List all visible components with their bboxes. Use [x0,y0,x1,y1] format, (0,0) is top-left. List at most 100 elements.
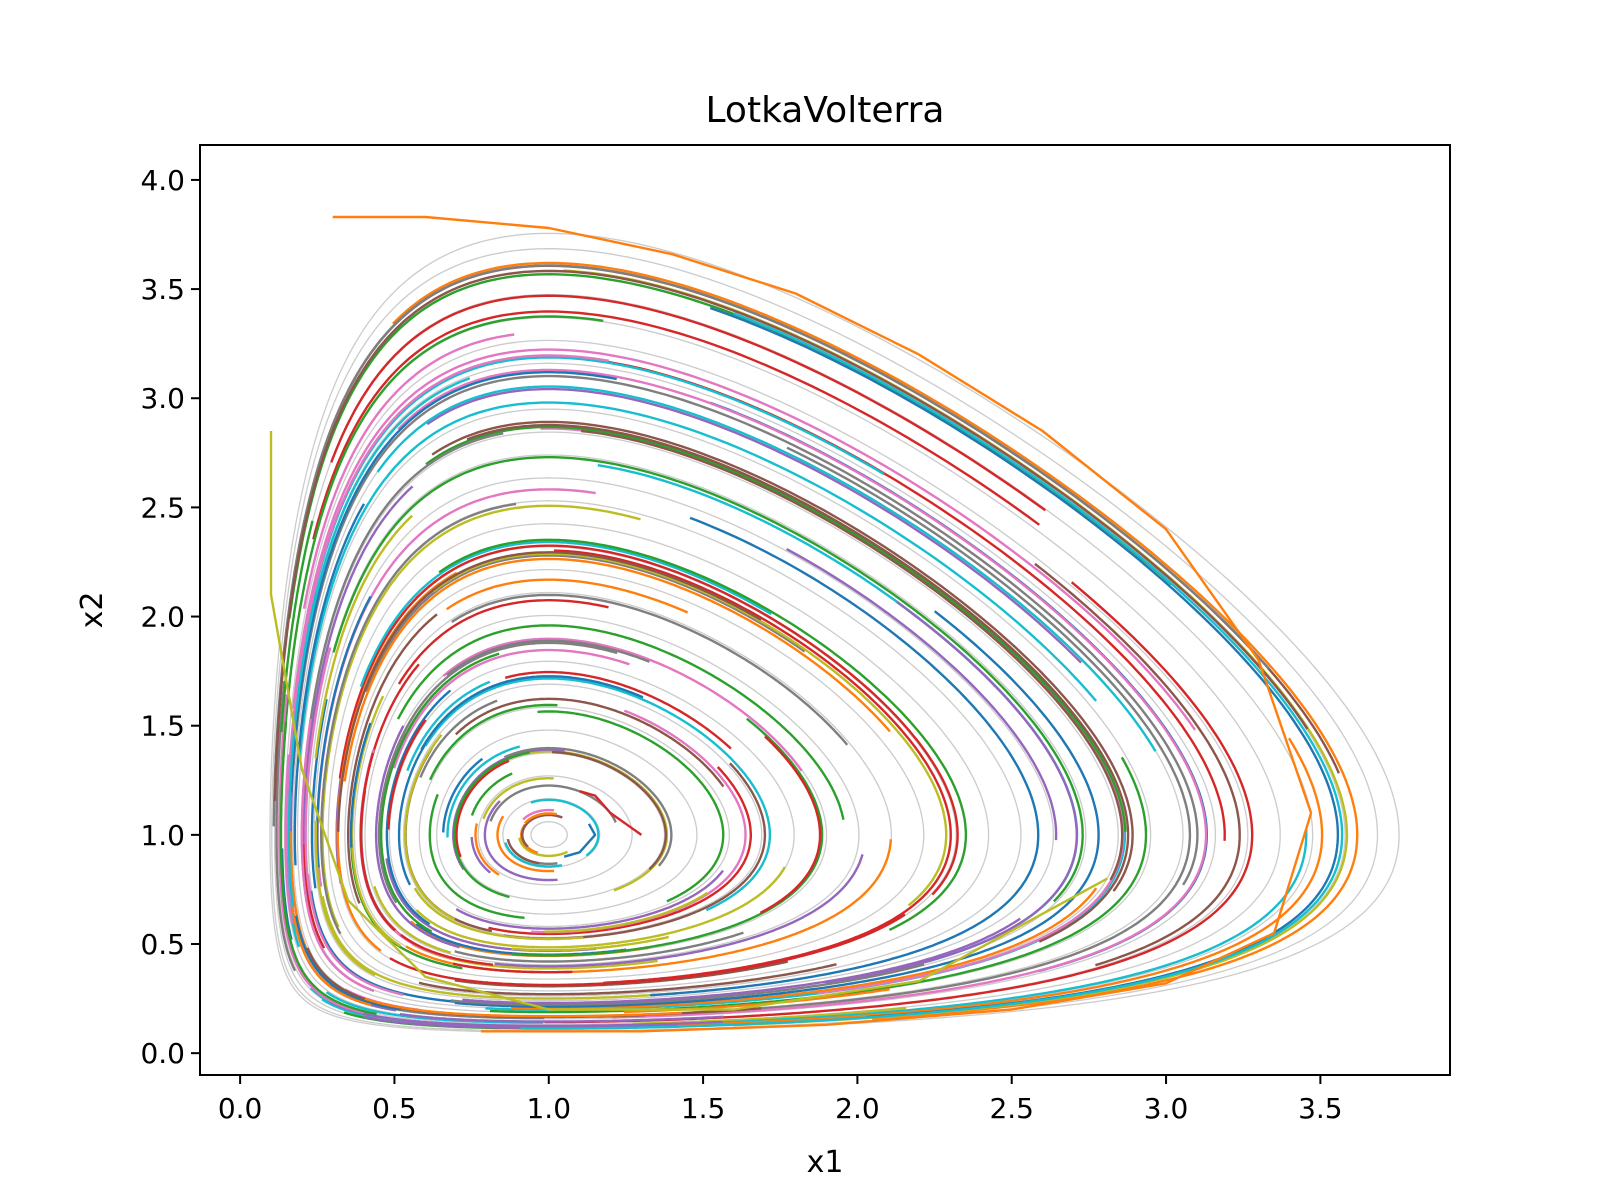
background-orbit [327,523,990,992]
trajectory-segment [343,557,891,782]
trajectory-segment [312,310,1041,540]
trajectory-segment [488,766,752,936]
background-orbit [313,477,1055,1002]
trajectory-segments [272,261,1359,1030]
series-lines [269,215,1313,1033]
trajectory-segment [496,815,555,873]
trajectory-segment [520,312,1344,1030]
background-orbit [344,568,925,980]
trajectory-segment [455,869,724,930]
y-tick-label: 0.0 [140,1037,185,1070]
trajectory-segment [279,721,377,1016]
trajectory-segment [450,963,925,1006]
trajectory-segment [482,777,554,820]
y-tick-label: 4.0 [140,164,185,197]
chart-title: LotkaVolterra [706,90,945,131]
background-orbit [418,706,730,928]
trajectory-segment [359,752,396,932]
y-tick-label: 2.0 [140,601,185,634]
trajectory-segment [446,639,650,677]
y-axis-ticks: 0.0 0.5 1.0 1.5 2.0 2.5 3.0 3.5 4.0 [140,164,200,1070]
trajectory-segment [453,751,530,899]
trajectory-segment [786,547,1058,841]
trajectory-segment [544,891,708,933]
series-line [579,790,643,836]
trajectory-segment [454,960,789,988]
trajectory-segment [392,648,630,769]
trajectory-segment [330,294,1047,512]
trajectory-segment [321,998,379,1020]
trajectory-segment [523,812,558,825]
trajectory-segment [287,377,471,907]
trajectory-segment [454,697,725,788]
series-line [480,812,1313,1033]
trajectory-segment [300,718,375,993]
trajectory-segment [302,333,515,609]
x-tick-label: 3.0 [1144,1092,1189,1125]
background-orbit [530,821,568,849]
trajectory-segment [364,554,806,693]
trajectory-segment [404,734,456,921]
trajectory-segment [470,772,513,816]
x-tick-label: 1.5 [681,1092,726,1125]
trajectory-segment [426,387,1082,664]
trajectory-segment [350,695,402,948]
trajectory-segment [635,829,1308,1027]
trajectory-segment [452,962,573,974]
trajectory-segment [332,456,1084,903]
trajectory-segment [451,593,849,746]
trajectory-segment [483,800,558,882]
trajectory-segment [510,887,1098,1010]
trajectory-segment [380,652,500,933]
trajectory-segment [503,746,673,867]
trajectory-segment [373,885,452,954]
x-tick-label: 2.0 [835,1092,880,1125]
trajectory-segment [302,844,326,949]
x-axis-ticks: 0.0 0.5 1.0 1.5 2.0 2.5 3.0 3.5 [218,1075,1343,1125]
trajectory-segment [273,269,1309,801]
x-tick-label: 3.5 [1298,1092,1343,1125]
trajectory-segment [290,371,617,793]
series-line [269,431,1108,1011]
y-tick-label: 0.5 [140,928,185,961]
trajectory-segment [511,935,670,952]
trajectory-segment [432,552,948,907]
trajectory-segment [454,931,744,963]
trajectory-segment [759,735,822,914]
trajectory-segment [316,595,372,868]
trajectory-segment [511,717,824,957]
trajectory-segment [431,420,1134,892]
trajectory-segment [337,551,762,832]
y-tick-label: 1.0 [140,819,185,852]
trajectory-segment [374,725,460,949]
trajectory-segment [293,503,366,866]
trajectory-segment [552,750,667,871]
background-orbit [477,775,633,886]
trajectory-segment [405,839,892,974]
y-tick-label: 1.5 [140,710,185,743]
trajectory-segment [650,516,1040,997]
trajectory-segment [280,520,314,733]
trajectory-segment [442,757,484,833]
trajectory-segment [292,348,1196,731]
x-tick-label: 0.0 [218,1092,263,1125]
trajectory-segment [278,694,364,1014]
trajectory-segment [825,601,1079,985]
trajectory-segment [396,624,845,820]
trajectory-segment [376,385,1157,752]
background-orbit [364,614,860,966]
trajectory-segment [306,873,404,996]
trajectory-segment [400,933,494,966]
trajectory-segment [399,1012,724,1023]
trajectory-segment [320,502,517,935]
trajectory-segment [522,808,555,821]
trajectory-segment [321,895,679,1000]
trajectory-segment [389,913,906,987]
trajectory-segment [298,401,1098,763]
trajectory-segment [474,823,500,876]
trajectory-segment [347,613,438,904]
trajectory-segment [530,798,600,857]
trajectory-segment [321,504,641,928]
series-line [563,823,597,858]
